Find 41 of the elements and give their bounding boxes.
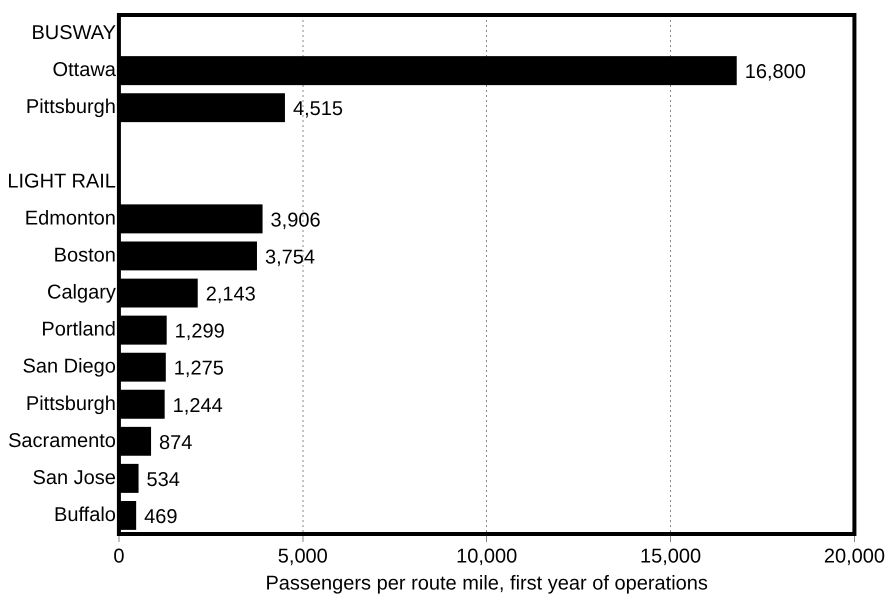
data-label: 4,515 xyxy=(292,98,344,120)
y-tick-label: Pittsburgh xyxy=(26,96,116,118)
data-label: 16,800 xyxy=(744,61,806,84)
y-tick-label: Calgary xyxy=(46,282,116,304)
bar xyxy=(119,204,263,234)
data-label: 3,754 xyxy=(264,246,316,268)
y-tick-label: Edmonton xyxy=(24,207,116,230)
y-tick-label: Portland xyxy=(41,318,116,341)
y-tick-label: LIGHT RAIL xyxy=(7,170,116,192)
data-label: 469 xyxy=(144,506,178,528)
x-tick-label: 20,000 xyxy=(824,546,885,568)
y-tick-label: San Jose xyxy=(32,466,116,489)
bar xyxy=(119,501,136,530)
x-axis-title: Passengers per route mile, first year of operations xyxy=(265,572,708,595)
x-tick-label: 15,000 xyxy=(640,546,702,568)
bar xyxy=(119,390,165,419)
bar xyxy=(119,426,152,456)
data-label: 2,143 xyxy=(206,284,256,306)
y-tick-label: BUSWAY xyxy=(31,22,116,44)
bar xyxy=(119,316,167,345)
data-label: 1,275 xyxy=(174,358,224,380)
data-label: 534 xyxy=(146,468,180,491)
bar xyxy=(119,352,166,382)
data-label: 1,299 xyxy=(174,320,225,343)
y-tick-label: Pittsburgh xyxy=(26,392,116,415)
data-label: 874 xyxy=(159,432,192,454)
y-tick-label: Boston xyxy=(54,244,116,266)
y-tick-label: Sacramento xyxy=(8,430,116,452)
data-label: 1,244 xyxy=(172,394,223,417)
x-tick-label: 5,000 xyxy=(278,546,328,568)
bar xyxy=(119,56,737,86)
bar xyxy=(119,464,139,493)
x-tick-label: 0 xyxy=(113,546,124,568)
y-tick-label: Buffalo xyxy=(54,504,116,526)
data-label: 3,906 xyxy=(270,209,321,232)
bar xyxy=(119,93,285,122)
y-tick-label: San Diego xyxy=(22,356,116,378)
bar xyxy=(119,242,257,270)
y-tick-label: Ottawa xyxy=(52,59,117,82)
x-tick-label: 10,000 xyxy=(456,546,518,568)
bar xyxy=(119,278,198,308)
